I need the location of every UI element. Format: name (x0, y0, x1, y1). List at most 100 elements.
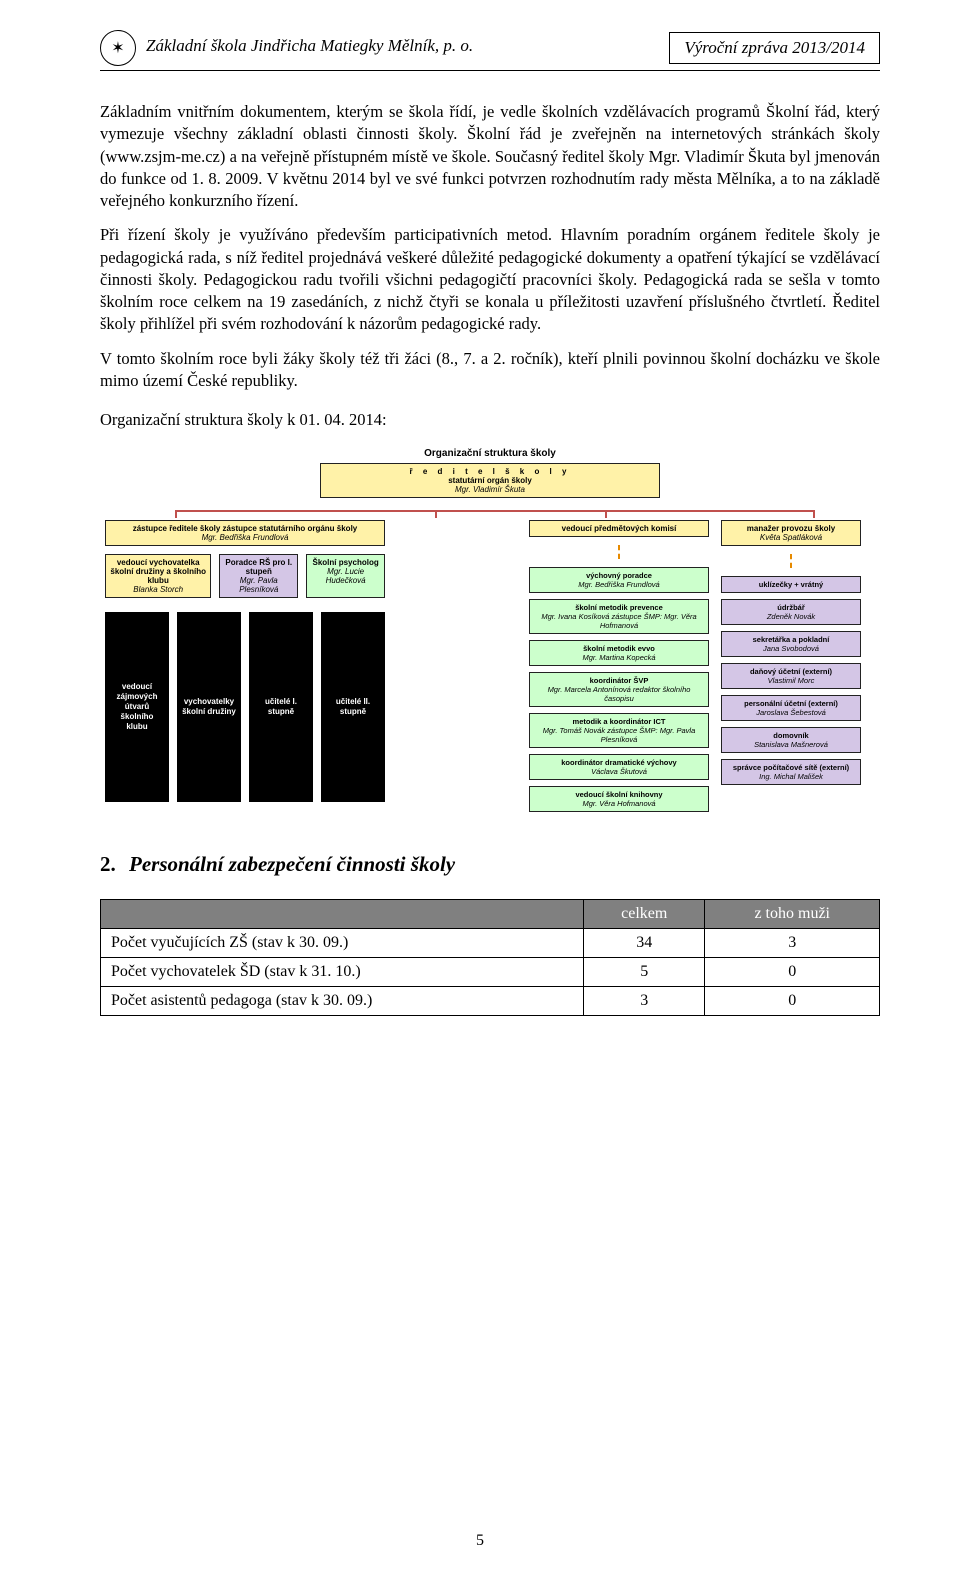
table-row: Počet vychovatelek ŠD (stav k 31. 10.) 5… (101, 958, 880, 987)
org-d5-b: metodik a koordinátor ICT (534, 717, 704, 726)
org-d3: školní metodik evvoMgr. Martina Kopecká (529, 640, 709, 666)
org-e1: uklízečky + vrátný (721, 576, 861, 593)
org-col-left: zástupce ředitele školy zástupce statutá… (105, 520, 385, 802)
org-e6-b: domovník (726, 731, 856, 740)
org-d1-b: výchovný poradce (534, 571, 704, 580)
org-d3-i: Mgr. Martina Kopecká (534, 653, 704, 662)
org-e1-b: uklízečky + vrátný (726, 580, 856, 589)
org-e5-b: personální účetní (externí) (726, 699, 856, 708)
org-black-row: vedoucí zájmových útvarů školního klubu … (105, 612, 385, 802)
org-root-line2: statutární orgán školy (448, 476, 532, 485)
org-e6: domovníkStanislava Mašnerová (721, 727, 861, 753)
org-e2-i: Zdeněk Novák (726, 612, 856, 621)
org-d7-i: Mgr. Věra Hofmanová (534, 799, 704, 808)
org-d1-i: Mgr. Bedřiška Frundlová (534, 580, 704, 589)
org-deputy-title: zástupce ředitele školy zástupce statutá… (110, 524, 380, 533)
org-subject-heads-title: vedoucí předmětových komisí (534, 524, 704, 533)
org-ops-manager-name: Květa Spatláková (726, 533, 856, 542)
org-e7: správce počítačové sítě (externí)Ing. Mi… (721, 759, 861, 785)
org-d5-i: Mgr. Tomáš Novák zástupce ŠMP: Mgr. Pavl… (534, 726, 704, 744)
paragraph-3: V tomto školním roce byli žáky školy též… (100, 348, 880, 393)
org-e3: sekretářka a pokladníJana Svobodová (721, 631, 861, 657)
org-club-head: vedoucí vychovatelka školní družiny a šk… (105, 554, 211, 598)
org-e5: personální účetní (externí)Jaroslava Šeb… (721, 695, 861, 721)
org-e4: daňový účetní (externí)Vlastimil Morc (721, 663, 861, 689)
org-black-1: vedoucí zájmových útvarů školního klubu (105, 612, 169, 802)
org-advisor-l1: Poradce RŠ pro I. stupeň Mgr. Pavla Ples… (219, 554, 298, 598)
table-row: Počet vyučujících ZŠ (stav k 30. 09.) 34… (101, 929, 880, 958)
col-total: celkem (583, 900, 704, 929)
org-d4: koordinátor ŠVPMgr. Marcela Antonínová r… (529, 672, 709, 707)
org-d4-i: Mgr. Marcela Antonínová redaktor školníh… (534, 685, 704, 703)
section-2-num: 2. (100, 852, 116, 876)
org-advisor-l1-title: Poradce RŠ pro I. stupeň (224, 558, 293, 576)
org-e7-i: Ing. Michal Mališek (726, 772, 856, 781)
org-e6-i: Stanislava Mašnerová (726, 740, 856, 749)
orgchart-title: Organizační struktura školy (105, 448, 875, 459)
personnel-table: celkem z toho muži Počet vyučujících ZŠ … (100, 899, 880, 1016)
org-e3-i: Jana Svobodová (726, 644, 856, 653)
row-total: 34 (583, 929, 704, 958)
row-label: Počet vyučujících ZŠ (stav k 30. 09.) (101, 929, 584, 958)
row-label: Počet vychovatelek ŠD (stav k 31. 10.) (101, 958, 584, 987)
row-men: 3 (705, 929, 880, 958)
org-ops-manager: manažer provozu školy Květa Spatláková (721, 520, 861, 546)
row-total: 5 (583, 958, 704, 987)
org-black-2: vychovatelky školní družiny (177, 612, 241, 802)
org-root-line3: Mgr. Vladimír Škuta (455, 485, 525, 494)
row-men: 0 (705, 987, 880, 1016)
org-chart: Organizační struktura školy ř e d i t e … (105, 448, 875, 812)
org-subject-heads: vedoucí předmětových komisí (529, 520, 709, 537)
school-logo-icon: ✶ (100, 30, 136, 66)
org-e4-i: Vlastimil Morc (726, 676, 856, 685)
org-advisor-l1-name: Mgr. Pavla Plesníková (224, 576, 293, 594)
page-number: 5 (0, 1532, 960, 1550)
table-row: Počet asistentů pedagoga (stav k 30. 09.… (101, 987, 880, 1016)
org-black-4: učitelé II. stupně (321, 612, 385, 802)
org-col-operations: manažer provozu školy Květa Spatláková u… (721, 520, 861, 785)
header-rule (100, 70, 880, 71)
org-psychologist: Školní psycholog Mgr. Lucie Hudečková (306, 554, 385, 598)
org-root-director: ř e d i t e l š k o l y statutární orgán… (320, 463, 660, 498)
org-e7-b: správce počítačové sítě (externí) (726, 763, 856, 772)
org-d2-b: školní metodik prevence (534, 603, 704, 612)
org-club-head-name: Blanka Storch (110, 585, 206, 594)
org-ops-manager-title: manažer provozu školy (726, 524, 856, 533)
paragraph-2: Při řízení školy je využíváno především … (100, 224, 880, 335)
school-name: Základní škola Jindřicha Matiegky Mělník… (146, 30, 659, 56)
org-e2-b: údržbář (726, 603, 856, 612)
org-d3-b: školní metodik evvo (534, 644, 704, 653)
org-d6: koordinátor dramatické výchovyVáclava Šk… (529, 754, 709, 780)
org-e2: údržbářZdeněk Novák (721, 599, 861, 625)
org-d2-i: Mgr. Ivana Kosíková zástupce ŠMP: Mgr. V… (534, 612, 704, 630)
page-header: ✶ Základní škola Jindřicha Matiegky Měln… (100, 30, 880, 66)
org-black-3: učitelé I. stupně (249, 612, 313, 802)
section-2-heading: 2. Personální zabezpečení činnosti školy (100, 852, 880, 877)
org-d6-i: Václava Škutová (534, 767, 704, 776)
paragraph-1: Základním vnitřním dokumentem, kterým se… (100, 101, 880, 212)
report-title-box: Výroční zpráva 2013/2014 (669, 32, 880, 64)
org-root-line1: ř e d i t e l š k o l y (410, 467, 571, 476)
org-col-subject-heads: vedoucí předmětových komisí výchovný por… (529, 520, 709, 812)
org-e4-b: daňový účetní (externí) (726, 667, 856, 676)
org-club-head-title: vedoucí vychovatelka školní družiny a šk… (110, 558, 206, 585)
org-d4-b: koordinátor ŠVP (534, 676, 704, 685)
org-d5: metodik a koordinátor ICTMgr. Tomáš Nová… (529, 713, 709, 748)
org-deputy: zástupce ředitele školy zástupce statutá… (105, 520, 385, 546)
row-men: 0 (705, 958, 880, 987)
org-e5-i: Jaroslava Šebestová (726, 708, 856, 717)
col-men: z toho muži (705, 900, 880, 929)
org-psychologist-title: Školní psycholog (311, 558, 380, 567)
org-e3-b: sekretářka a pokladní (726, 635, 856, 644)
row-total: 3 (583, 987, 704, 1016)
section-2-title-text: Personální zabezpečení činnosti školy (129, 852, 455, 876)
org-d7-b: vedoucí školní knihovny (534, 790, 704, 799)
org-d7: vedoucí školní knihovnyMgr. Věra Hofmano… (529, 786, 709, 812)
org-d2: školní metodik prevenceMgr. Ivana Kosíko… (529, 599, 709, 634)
row-label: Počet asistentů pedagoga (stav k 30. 09.… (101, 987, 584, 1016)
org-psychologist-name: Mgr. Lucie Hudečková (311, 567, 380, 585)
org-d6-b: koordinátor dramatické výchovy (534, 758, 704, 767)
org-deputy-name: Mgr. Bedřiška Frundlová (110, 533, 380, 542)
orgchart-caption: Organizační struktura školy k 01. 04. 20… (100, 410, 880, 430)
org-d1: výchovný poradceMgr. Bedřiška Frundlová (529, 567, 709, 593)
